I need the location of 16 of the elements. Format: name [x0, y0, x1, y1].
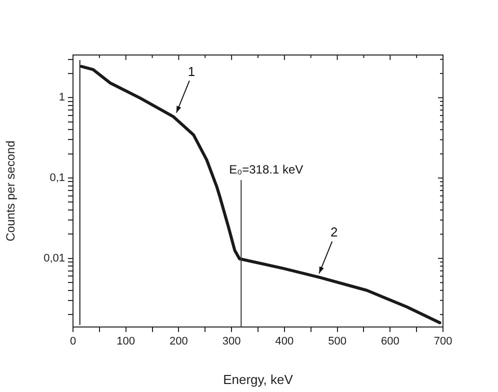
- y-tick-label: 0,01: [44, 252, 65, 264]
- x-tick-label: 700: [434, 336, 452, 348]
- x-tick-label: 300: [222, 336, 241, 348]
- x-tick-label: 100: [116, 336, 136, 348]
- x-tick-label: 200: [170, 336, 188, 348]
- x-tick-label: 0: [70, 336, 76, 348]
- x-tick-label: 400: [275, 336, 294, 348]
- y-tick-label: 0,1: [50, 172, 65, 184]
- ref-line-label: E₀=318.1 keV: [229, 162, 304, 176]
- y-axis-title: Counts per second: [4, 140, 18, 242]
- annotation: 1: [188, 64, 196, 79]
- x-axis-title: Energy, keV: [223, 372, 294, 387]
- x-tick-label: 500: [328, 336, 346, 348]
- x-tick-label: 600: [380, 336, 400, 348]
- annotation: 2: [330, 224, 338, 240]
- y-tick-label: 1: [58, 92, 65, 104]
